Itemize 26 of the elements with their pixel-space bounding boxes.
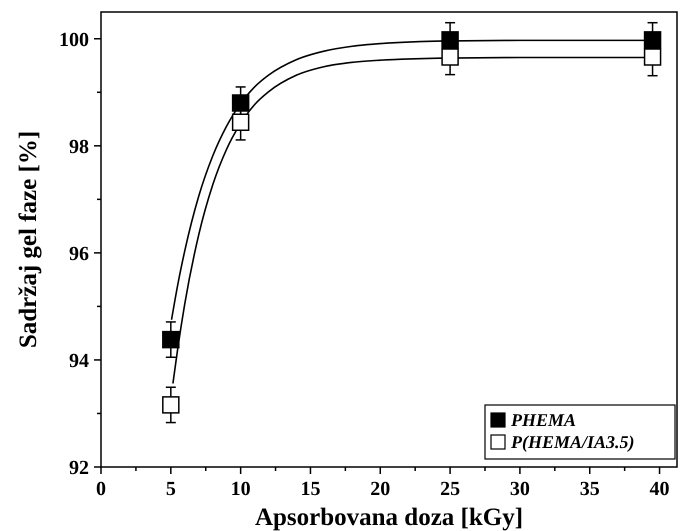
legend-label: PHEMA (510, 410, 576, 430)
point (441, 48, 459, 66)
point (162, 330, 180, 348)
x-tick-label: 40 (650, 478, 670, 500)
point (441, 31, 459, 49)
x-tick-label: 30 (510, 478, 530, 500)
x-tick-label: 10 (230, 478, 251, 500)
y-tick-label: 94 (69, 350, 89, 372)
point (232, 114, 250, 132)
point (644, 31, 662, 49)
y-tick-label: 92 (69, 457, 89, 479)
y-tick-label: 96 (69, 242, 89, 265)
x-tick-label: 0 (96, 478, 106, 500)
x-tick-label: 25 (440, 478, 460, 500)
y-axis-title: Sadržaj gel faze [%] (15, 130, 42, 348)
y-tick-label: 100 (59, 28, 89, 51)
x-tick-label: 35 (580, 478, 600, 500)
point (162, 396, 180, 414)
point (232, 94, 250, 112)
x-tick-label: 15 (300, 478, 320, 500)
x-tick-label: 5 (166, 478, 176, 500)
x-tick-label: 20 (370, 478, 390, 500)
point (644, 48, 662, 66)
y-tick-label: 98 (69, 136, 89, 158)
legend-label: P(HEMA/IA3.5) (510, 432, 635, 452)
x-axis-title: Apsorbovana doza [kGy] (254, 504, 524, 531)
